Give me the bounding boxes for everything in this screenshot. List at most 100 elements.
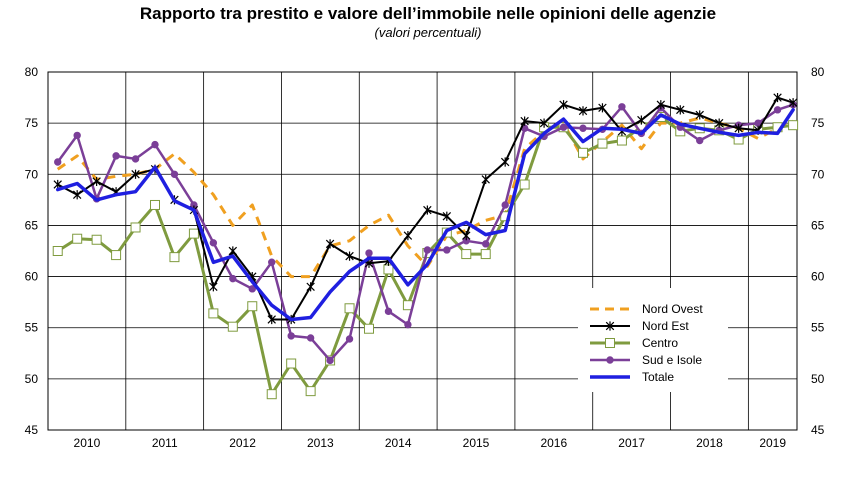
y-tick-label-left: 55 — [25, 321, 39, 335]
data-point-star — [788, 98, 798, 108]
y-tick-label-left: 45 — [25, 423, 39, 437]
data-point-star — [637, 115, 646, 125]
legend-label: Sud e Isole — [642, 353, 702, 367]
y-tick-label-right: 45 — [811, 423, 825, 437]
data-point-circle — [151, 140, 159, 149]
data-point-square — [605, 338, 615, 348]
data-point-square — [247, 301, 258, 312]
legend-item: Sud e Isole — [590, 353, 702, 367]
y-tick-label-right: 65 — [811, 218, 825, 232]
data-point-star — [442, 211, 452, 221]
data-point-square — [344, 303, 355, 314]
data-point-square — [788, 120, 799, 131]
data-point-square — [52, 246, 63, 256]
data-point-circle — [501, 201, 509, 209]
data-point-star — [578, 106, 588, 116]
data-point-square — [130, 222, 141, 233]
data-point-square — [150, 199, 160, 210]
data-point-square — [286, 358, 297, 369]
data-point-star — [131, 169, 140, 179]
data-point-circle — [773, 106, 782, 114]
x-year-label: 2012 — [229, 436, 256, 450]
data-point-circle — [229, 274, 237, 283]
chart-title: Rapporto tra prestito e valore dell’immo… — [139, 4, 717, 23]
data-point-star — [773, 92, 782, 103]
data-point-circle — [112, 152, 120, 160]
data-point-star — [403, 231, 413, 241]
data-point-star — [500, 157, 510, 167]
data-point-square — [616, 135, 627, 146]
x-year-label: 2014 — [385, 436, 412, 450]
y-tick-label-right: 60 — [811, 270, 825, 284]
data-point-circle — [696, 136, 704, 145]
plot-frame — [47, 71, 798, 431]
data-point-circle — [209, 239, 218, 247]
data-point-star — [228, 246, 238, 256]
y-tick-label-left: 75 — [25, 116, 39, 130]
data-point-star — [559, 100, 568, 110]
series-line — [55, 108, 795, 322]
data-point-star — [605, 321, 615, 331]
data-point-star — [714, 118, 724, 128]
data-point-square — [364, 323, 374, 334]
legend-label: Nord Ovest — [642, 302, 703, 316]
data-point-square — [227, 321, 238, 332]
data-point-star — [72, 190, 82, 200]
data-point-circle — [287, 332, 295, 340]
data-point-circle — [248, 285, 256, 293]
y-tick-label-right: 70 — [811, 167, 825, 181]
data-point-star — [209, 282, 218, 292]
data-point-star — [267, 314, 276, 325]
x-year-label: 2017 — [618, 436, 645, 450]
y-tick-label-left: 65 — [25, 218, 39, 232]
data-point-star — [520, 116, 529, 126]
data-point-star — [345, 251, 354, 261]
data-point-square — [519, 179, 530, 190]
data-point-circle — [73, 131, 81, 140]
data-point-square — [208, 308, 219, 319]
data-point-circle — [306, 334, 315, 342]
legend-item: Nord Ovest — [590, 302, 703, 316]
x-year-label: 2011 — [152, 436, 178, 450]
data-point-circle — [345, 335, 354, 343]
legend-label: Nord Est — [642, 319, 689, 333]
y-tick-label-left: 60 — [25, 270, 39, 284]
data-point-square — [480, 249, 491, 260]
series-totale — [55, 108, 795, 322]
data-point-circle — [365, 249, 373, 257]
data-point-circle — [606, 356, 614, 364]
data-point-square — [72, 233, 83, 244]
y-tick-label-left: 70 — [25, 167, 39, 181]
data-point-star — [598, 103, 607, 113]
data-point-star — [734, 123, 743, 133]
data-point-circle — [384, 307, 393, 316]
data-point-square — [188, 228, 199, 239]
x-year-label: 2013 — [307, 436, 334, 450]
legend-item: Centro — [590, 336, 678, 350]
data-point-square — [169, 252, 180, 263]
data-point-square — [266, 389, 277, 400]
data-point-circle — [326, 356, 334, 365]
data-point-star — [325, 239, 335, 249]
y-tick-label-left: 80 — [25, 65, 39, 79]
data-point-star — [656, 100, 666, 110]
data-point-square — [305, 386, 316, 397]
data-point-star — [423, 205, 432, 215]
y-tick-label-right: 55 — [811, 321, 825, 335]
y-tick-label-right: 80 — [811, 65, 825, 79]
data-point-circle — [268, 258, 276, 266]
data-point-circle — [54, 158, 62, 166]
y-tick-label-right: 50 — [811, 372, 825, 386]
legend-box — [578, 288, 728, 392]
data-point-square — [91, 234, 102, 245]
data-point-circle — [559, 123, 568, 131]
x-year-label: 2019 — [759, 436, 786, 450]
data-point-star — [481, 174, 490, 184]
data-point-circle — [170, 170, 179, 178]
x-year-label: 2018 — [696, 436, 723, 450]
data-point-star — [676, 105, 685, 115]
data-point-star — [539, 118, 549, 128]
data-point-circle — [482, 240, 490, 248]
data-point-square — [597, 138, 608, 149]
